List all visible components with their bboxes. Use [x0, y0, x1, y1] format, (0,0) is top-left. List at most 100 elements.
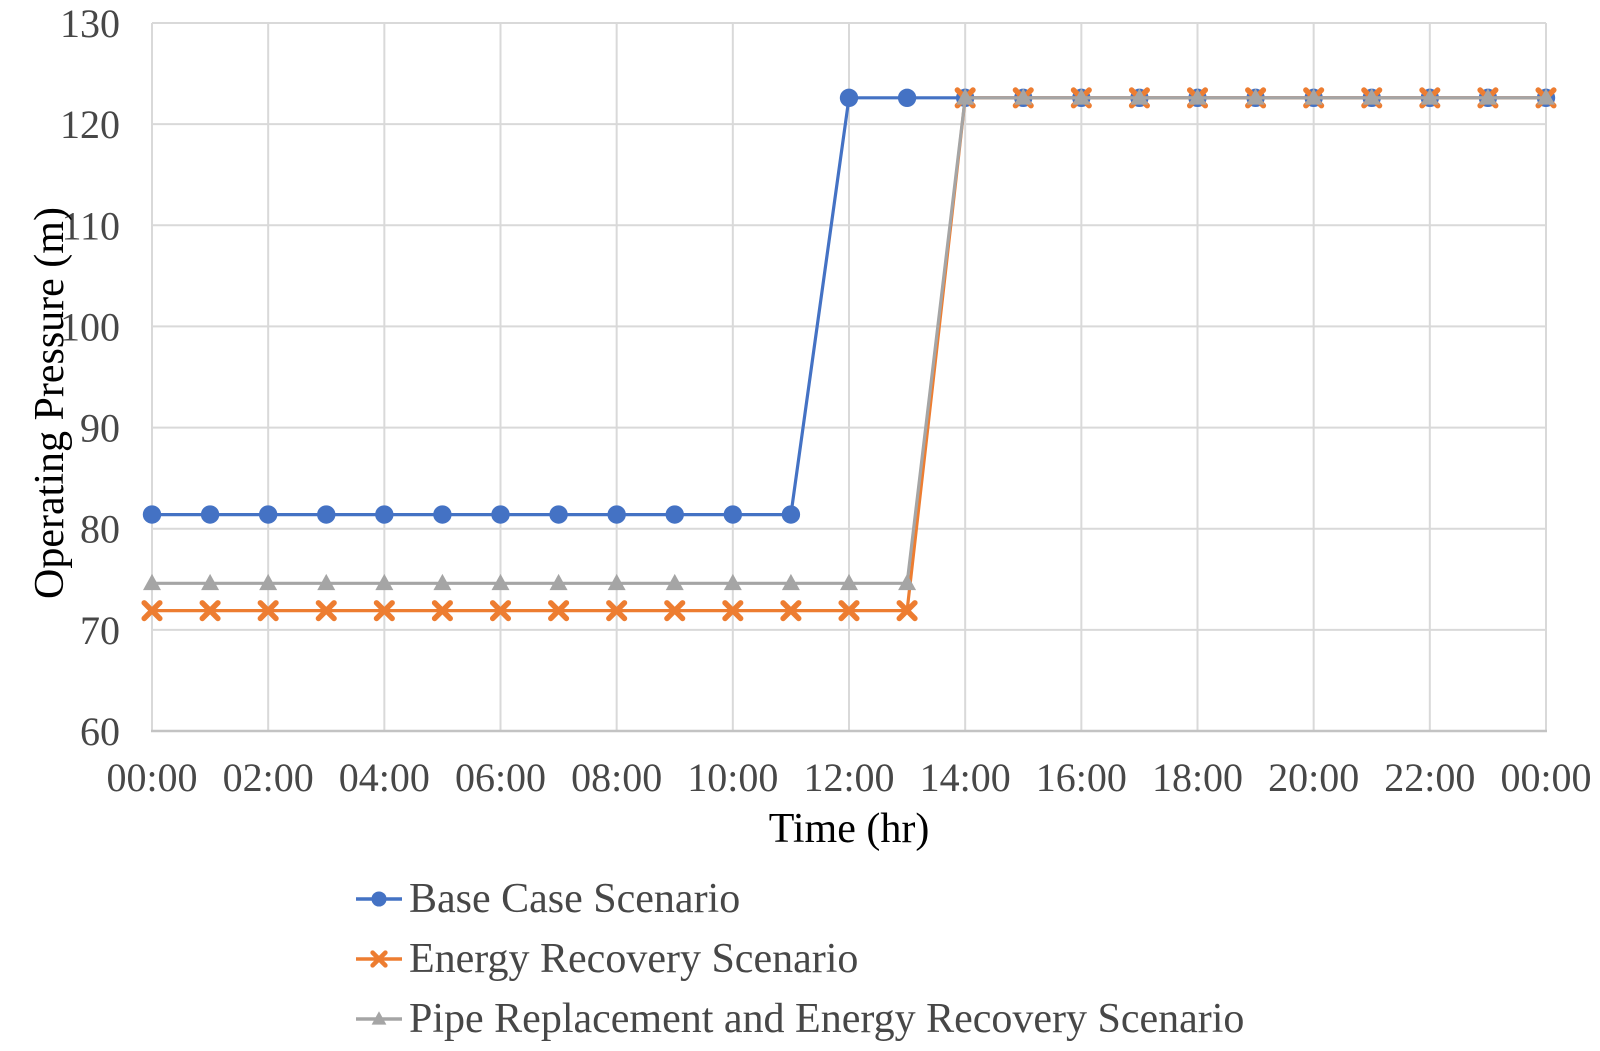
triangle-marker-icon — [723, 573, 742, 591]
triangle-marker-icon — [956, 88, 975, 105]
x-tick-label: 10:00 — [687, 755, 778, 800]
x-marker-stroke — [896, 600, 918, 622]
circle-marker-icon — [491, 505, 510, 524]
x-axis-title: Time (hr) — [768, 806, 930, 852]
triangle-marker-icon — [840, 573, 858, 591]
x-marker-icon — [606, 600, 628, 622]
y-tick-label: 90 — [80, 406, 120, 451]
legend-item: Base Case Scenario — [356, 869, 1244, 929]
x-marker-stroke — [199, 600, 221, 622]
x-marker-stroke — [606, 600, 628, 622]
x-marker-icon — [370, 950, 388, 968]
circle-marker-icon — [897, 88, 917, 108]
x-marker-icon — [257, 600, 279, 622]
triangle-marker-icon — [898, 573, 917, 591]
circle-marker-icon — [200, 505, 220, 524]
triangle-legend-marker-icon — [356, 1011, 402, 1025]
triangle-marker-icon — [491, 573, 510, 591]
x-tick-label: 22:00 — [1384, 755, 1475, 800]
x-tick-label: 16:00 — [1036, 755, 1127, 800]
x-marker-stroke — [315, 600, 337, 622]
y-tick-label: 80 — [80, 507, 120, 552]
x-tick-label: 02:00 — [223, 755, 314, 800]
circle-marker-icon — [371, 891, 387, 907]
x-marker-icon — [838, 600, 860, 622]
x-marker-stroke — [431, 600, 453, 622]
triangle-marker-icon — [1362, 88, 1381, 105]
x-tick-label: 14:00 — [920, 755, 1011, 800]
y-tick-label: 60 — [80, 709, 120, 754]
y-tick-label: 110 — [61, 203, 120, 248]
circle-marker-icon — [839, 88, 859, 108]
triangle-marker-icon — [433, 573, 452, 591]
x-tick-label: 00:00 — [106, 755, 197, 800]
x-marker-stroke — [141, 600, 163, 622]
triangle-marker-icon — [607, 573, 626, 591]
circle-marker-icon — [607, 505, 626, 524]
x-tick-label: 06:00 — [455, 755, 546, 800]
x-tick-label: 00:00 — [1500, 755, 1591, 800]
x-marker-stroke — [780, 600, 802, 622]
x-marker-stroke — [838, 600, 860, 622]
x-tick-label: 18:00 — [1152, 755, 1243, 800]
x-marker-stroke — [257, 600, 279, 622]
triangle-marker-icon — [317, 573, 336, 591]
y-tick-label: 70 — [80, 608, 120, 653]
triangle-marker-icon — [143, 573, 161, 591]
legend-label: Energy Recovery Scenario — [409, 936, 859, 982]
x-marker-stroke — [373, 600, 395, 622]
circle-marker-icon — [549, 505, 568, 524]
triangle-marker-icon — [1072, 88, 1091, 105]
x-marker-stroke — [489, 600, 512, 622]
triangle-marker-icon — [1537, 88, 1555, 105]
circle-marker-icon — [723, 505, 743, 524]
triangle-marker-icon — [259, 573, 278, 591]
legend-label: Pipe Replacement and Energy Recovery Sce… — [409, 996, 1245, 1042]
x-marker-icon — [373, 600, 395, 622]
x-marker-stroke — [722, 600, 744, 622]
x-marker-icon — [141, 600, 163, 622]
triangle-marker-icon — [375, 573, 394, 591]
x-tick-label: 12:00 — [803, 755, 894, 800]
x-marker-icon — [722, 600, 744, 622]
circle-marker-icon — [665, 505, 684, 524]
y-tick-label: 130 — [60, 1, 120, 46]
circle-legend-marker-icon — [356, 891, 402, 907]
x-marker-icon — [489, 600, 512, 622]
x-marker-stroke — [370, 950, 388, 968]
x-marker-icon — [780, 600, 802, 622]
triangle-marker-icon — [665, 573, 684, 591]
triangle-marker-icon — [549, 573, 568, 591]
triangle-marker-icon — [1188, 88, 1207, 105]
x-marker-icon — [664, 600, 686, 622]
y-axis-title: Operating Pressure (m) — [27, 207, 73, 599]
circle-marker-icon — [433, 505, 452, 524]
x-tick-label: 04:00 — [339, 755, 430, 800]
x-marker-icon — [896, 600, 918, 622]
triangle-marker-icon — [1304, 88, 1323, 105]
circle-marker-icon — [317, 505, 336, 524]
x-tick-label: 20:00 — [1268, 755, 1359, 800]
y-tick-label: 120 — [60, 102, 120, 147]
x-marker-icon — [431, 600, 453, 622]
x-marker-icon — [548, 600, 570, 622]
y-tick-label: 100 — [60, 304, 120, 349]
circle-marker-icon — [781, 505, 801, 524]
triangle-marker-icon — [1246, 88, 1265, 105]
legend-item: Energy Recovery Scenario — [356, 929, 1244, 989]
legend-label: Base Case Scenario — [409, 876, 741, 922]
circle-marker-icon — [375, 505, 394, 524]
triangle-marker-icon — [1478, 88, 1497, 105]
triangle-marker-icon — [1014, 88, 1033, 105]
triangle-marker-icon — [1420, 88, 1439, 105]
legend-item: Pipe Replacement and Energy Recovery Sce… — [356, 989, 1244, 1049]
x-marker-icon — [315, 600, 337, 622]
triangle-marker-icon — [781, 573, 800, 591]
x-marker-stroke — [664, 600, 686, 622]
triangle-marker-icon — [371, 1011, 387, 1025]
circle-marker-icon — [258, 505, 278, 524]
x-marker-stroke — [548, 600, 570, 622]
triangle-marker-icon — [1130, 88, 1149, 105]
